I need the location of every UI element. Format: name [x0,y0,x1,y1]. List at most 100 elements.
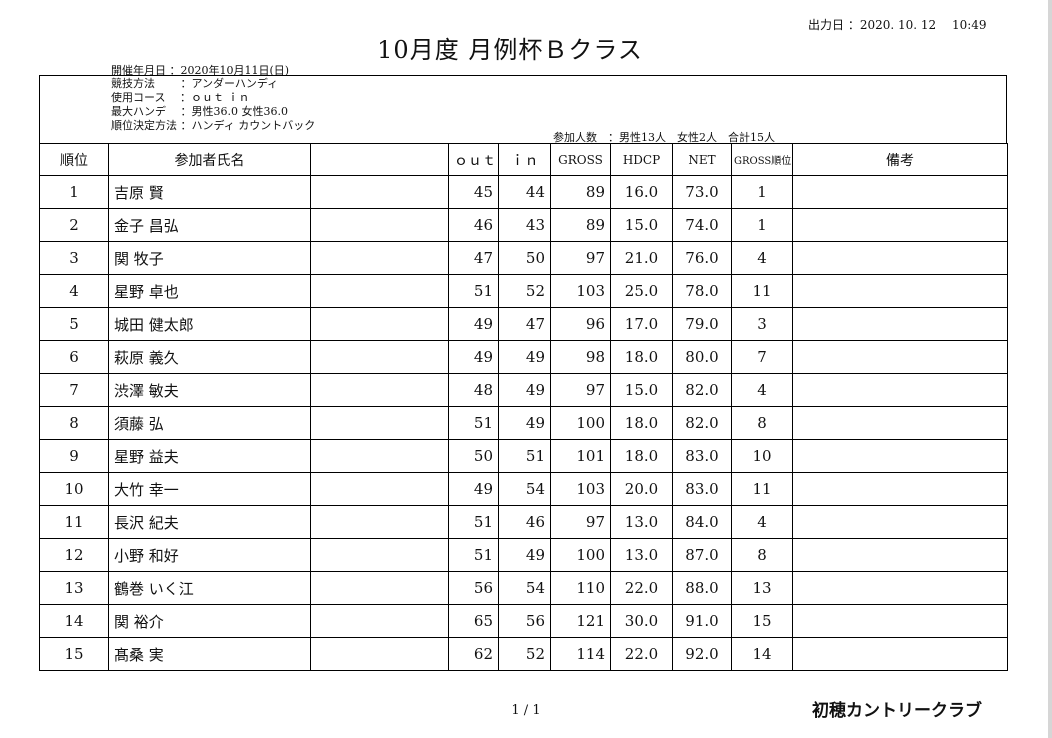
cell-hdcp: 13.0 [610,538,673,572]
cell-gross: 100 [550,406,611,440]
cell-gross: 97 [550,373,611,407]
cell-gross: 97 [550,505,611,539]
cell-rank: 11 [39,505,109,539]
cell-name-extra [310,406,449,440]
cell-in: 52 [498,637,551,671]
info-ranking-method: 順位決定方法 ：ハンディ カウントバック [111,119,316,132]
cell-name: 渋澤 敏夫 [108,373,311,407]
cell-in: 56 [498,604,551,638]
cell-in: 49 [498,538,551,572]
cell-name: 長沢 紀夫 [108,505,311,539]
cell-gross: 96 [550,307,611,341]
cell-remarks [792,604,1008,638]
cell-rank: 5 [39,307,109,341]
cell-hdcp: 21.0 [610,241,673,275]
col-gross: GROSS [550,143,611,176]
cell-in: 49 [498,406,551,440]
table-row: 5 城田 健太郎 49 47 96 17.0 79.0 3 [39,307,1008,341]
cell-hdcp: 15.0 [610,208,673,242]
cell-name-extra [310,340,449,374]
cell-hdcp: 25.0 [610,274,673,308]
cell-out: 56 [448,571,499,605]
table-row: 9 星野 益夫 50 51 101 18.0 83.0 10 [39,439,1008,473]
cell-name: 星野 益夫 [108,439,311,473]
cell-out: 48 [448,373,499,407]
col-net: NET [672,143,732,176]
cell-name-extra [310,208,449,242]
cell-name: 城田 健太郎 [108,307,311,341]
cell-name: 関 裕介 [108,604,311,638]
cell-name: 萩原 義久 [108,340,311,374]
event-date: 開催年月日 ：2020年10月11日(日) [111,64,290,77]
table-row: 12 小野 和好 51 49 100 13.0 87.0 8 [39,538,1008,572]
cell-name: 鶴巻 いく江 [108,571,311,605]
cell-name-extra [310,571,449,605]
cell-gross: 97 [550,241,611,275]
cell-gross-rank: 8 [731,538,793,572]
cell-rank: 8 [39,406,109,440]
table-row: 2 金子 昌弘 46 43 89 15.0 74.0 1 [39,208,1008,242]
cell-remarks [792,175,1008,209]
cell-out: 51 [448,538,499,572]
cell-gross-rank: 15 [731,604,793,638]
cell-out: 49 [448,307,499,341]
info-lines: 競技方法 ：アンダーハンディ 使用コース ：ｏｕｔ ｉｎ 最大ハンデ ：男性36… [111,77,315,133]
cell-gross: 101 [550,439,611,473]
cell-hdcp: 18.0 [610,406,673,440]
cell-hdcp: 30.0 [610,604,673,638]
cell-gross-rank: 1 [731,208,793,242]
cell-gross: 89 [550,175,611,209]
cell-remarks [792,439,1008,473]
cell-in: 54 [498,472,551,506]
cell-name: 金子 昌弘 [108,208,311,242]
cell-hdcp: 22.0 [610,571,673,605]
cell-in: 50 [498,241,551,275]
cell-net: 83.0 [672,439,732,473]
cell-net: 79.0 [672,307,732,341]
cell-hdcp: 18.0 [610,340,673,374]
cell-name-extra [310,472,449,506]
table-row: 8 須藤 弘 51 49 100 18.0 82.0 8 [39,406,1008,440]
table-row: 3 関 牧子 47 50 97 21.0 76.0 4 [39,241,1008,275]
cell-name: 髙桑 実 [108,637,311,671]
cell-rank: 10 [39,472,109,506]
cell-rank: 3 [39,241,109,275]
cell-gross-rank: 10 [731,439,793,473]
cell-out: 49 [448,472,499,506]
cell-remarks [792,505,1008,539]
club-name: 初穂カントリークラブ [812,701,982,721]
cell-hdcp: 16.0 [610,175,673,209]
cell-rank: 14 [39,604,109,638]
cell-net: 82.0 [672,373,732,407]
cell-gross: 103 [550,472,611,506]
cell-net: 73.0 [672,175,732,209]
table-row: 13 鶴巻 いく江 56 54 110 22.0 88.0 13 [39,571,1008,605]
cell-net: 88.0 [672,571,732,605]
table-row: 4 星野 卓也 51 52 103 25.0 78.0 11 [39,274,1008,308]
cell-name-extra [310,175,449,209]
cell-out: 65 [448,604,499,638]
cell-in: 52 [498,274,551,308]
col-out: ｏｕｔ [448,143,499,176]
cell-gross: 110 [550,571,611,605]
cell-gross-rank: 1 [731,175,793,209]
cell-net: 87.0 [672,538,732,572]
cell-out: 51 [448,406,499,440]
cell-gross-rank: 4 [731,373,793,407]
table-row: 14 関 裕介 65 56 121 30.0 91.0 15 [39,604,1008,638]
col-gross-rank: GROSS順位 [731,143,793,176]
table-row: 10 大竹 幸一 49 54 103 20.0 83.0 11 [39,472,1008,506]
cell-rank: 4 [39,274,109,308]
cell-rank: 9 [39,439,109,473]
cell-out: 62 [448,637,499,671]
cell-gross-rank: 3 [731,307,793,341]
cell-out: 51 [448,505,499,539]
col-rank: 順位 [39,143,109,176]
cell-in: 46 [498,505,551,539]
cell-gross: 89 [550,208,611,242]
cell-name-extra [310,439,449,473]
cell-gross-rank: 8 [731,406,793,440]
cell-remarks [792,241,1008,275]
cell-out: 47 [448,241,499,275]
cell-name-extra [310,373,449,407]
